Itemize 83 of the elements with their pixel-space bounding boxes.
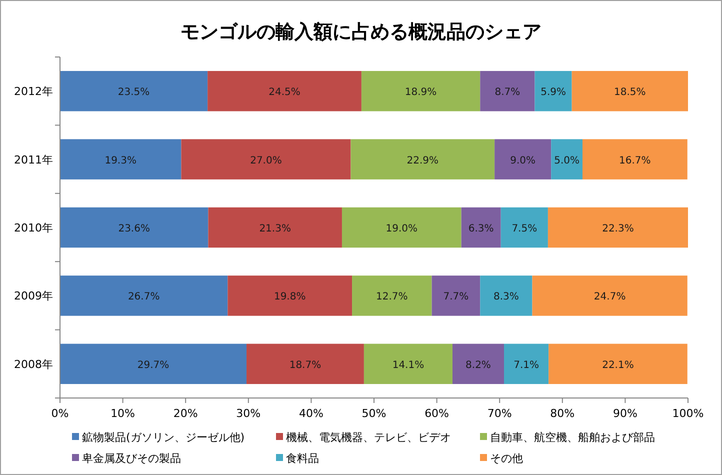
x-tick-label: 40% — [298, 407, 324, 420]
data-label: 29.7% — [137, 360, 170, 371]
data-label: 19.3% — [104, 155, 136, 166]
x-tick-label: 20% — [173, 407, 198, 420]
data-label: 16.7% — [619, 155, 651, 166]
data-label: 9.0% — [510, 155, 536, 166]
bar — [480, 70, 535, 112]
data-label: 12.7% — [376, 292, 408, 303]
bar — [500, 207, 548, 248]
data-label: 7.7% — [443, 292, 469, 303]
data-label: 8.7% — [494, 87, 520, 98]
bar — [246, 344, 364, 384]
data-label: 22.1% — [602, 360, 634, 371]
legend-label: 食料品 — [286, 452, 319, 465]
data-label: 21.3% — [259, 224, 291, 234]
bar — [60, 344, 247, 384]
x-tick-label: 100% — [672, 407, 704, 420]
bar — [548, 207, 688, 248]
bar — [534, 70, 572, 112]
data-label: 5.0% — [554, 155, 580, 166]
bar — [60, 276, 228, 316]
bar — [342, 207, 462, 248]
bar — [208, 70, 362, 112]
x-tick-label: 90% — [612, 407, 638, 420]
x-tick-label: 0% — [51, 407, 69, 420]
bar — [551, 139, 582, 180]
bar — [208, 207, 342, 248]
bar — [364, 344, 452, 384]
x-tick-label: 30% — [236, 407, 261, 420]
y-tick-label: 2010年 — [14, 222, 53, 234]
bar — [572, 70, 688, 112]
data-label: 26.7% — [128, 292, 160, 303]
data-label: 18.7% — [289, 360, 322, 371]
data-label: 7.1% — [514, 360, 539, 371]
bar — [582, 139, 688, 180]
y-tick-label: 2012年 — [14, 85, 53, 98]
data-label: 22.3% — [602, 224, 634, 234]
chart-title: モンゴルの輸入額に占める概況品のシェア — [180, 21, 542, 43]
data-label: 5.9% — [540, 87, 566, 98]
bar — [60, 70, 208, 112]
y-tick-label: 2008年 — [14, 358, 53, 371]
bar — [452, 344, 504, 384]
bar — [228, 276, 352, 316]
bar — [60, 207, 208, 248]
data-label: 14.1% — [392, 360, 424, 371]
bar — [494, 139, 552, 180]
bar — [361, 70, 480, 112]
y-tick-label: 2009年 — [14, 290, 53, 303]
data-label: 18.5% — [614, 87, 646, 98]
x-tick-label: 10% — [110, 407, 136, 420]
bar — [181, 139, 351, 180]
data-label: 6.3% — [468, 224, 494, 234]
bar — [480, 276, 532, 316]
x-tick-label: 70% — [487, 407, 512, 420]
legend-label: 鉱物製品(ガソリン、ジーゼル他) — [82, 431, 245, 444]
x-tick-label: 50% — [362, 407, 386, 420]
data-label: 24.5% — [268, 87, 300, 98]
data-label: 19.0% — [386, 224, 418, 234]
bar — [60, 139, 182, 180]
data-label: 27.0% — [250, 155, 282, 166]
legend-label: 機械、電気機器、テレビ、ビデオ — [286, 431, 451, 444]
legend-label: 自動車、航空機、船舶および部品 — [490, 431, 655, 444]
bar — [504, 344, 549, 384]
bar — [532, 276, 688, 316]
bar — [432, 276, 480, 316]
data-label: 8.3% — [493, 292, 519, 303]
legend-label: 卑金属及びその製品 — [82, 452, 181, 465]
legend-label: その他 — [490, 452, 523, 465]
y-tick-label: 2011年 — [14, 153, 53, 166]
data-label: 19.8% — [274, 292, 306, 303]
x-tick-label: 60% — [424, 407, 450, 420]
bar — [548, 344, 688, 384]
bar — [350, 139, 495, 180]
bar — [461, 207, 501, 248]
data-label: 8.2% — [466, 360, 491, 371]
data-label: 23.5% — [118, 87, 150, 98]
data-label: 22.9% — [406, 155, 439, 166]
data-label: 7.5% — [512, 224, 538, 234]
bar — [352, 276, 432, 316]
data-label: 23.6% — [118, 224, 150, 234]
x-tick-label: 80% — [550, 407, 575, 420]
data-label: 24.7% — [594, 292, 626, 303]
data-label: 18.9% — [404, 87, 437, 98]
